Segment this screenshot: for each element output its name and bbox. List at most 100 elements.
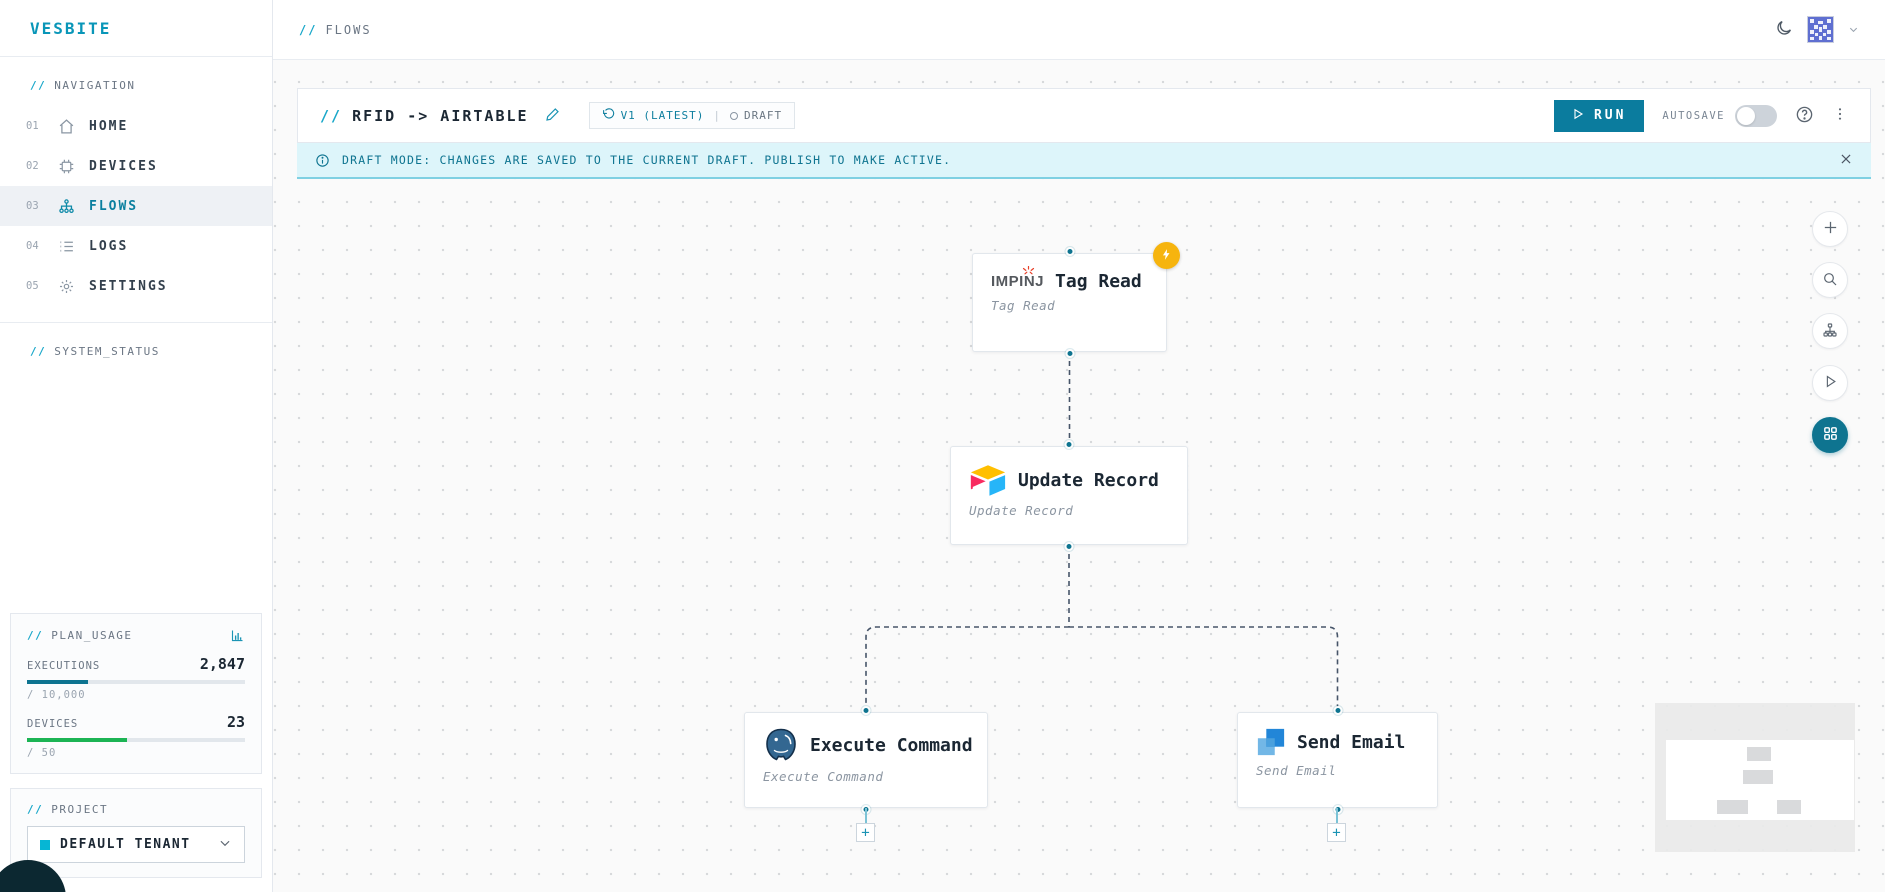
slash-decoration: // [27, 629, 44, 642]
pencil-icon [545, 106, 561, 125]
nav-index: 01 [26, 120, 39, 132]
sidebar-spacer [0, 358, 272, 613]
version-badge[interactable]: V1 (LATEST) | DRAFT [588, 102, 796, 129]
toggle-knob [1737, 106, 1755, 125]
devices-limit: / 50 [27, 747, 57, 759]
node-title: Update Record [1018, 470, 1159, 491]
executions-metric: EXECUTIONS 2,847 / 10,000 [27, 655, 245, 701]
flow-header: // RFID -> AIRTABLE V1 (LATES [297, 88, 1871, 143]
zoom-in-button[interactable] [1812, 211, 1848, 247]
bar-chart-icon[interactable] [230, 628, 245, 643]
search-icon [1822, 271, 1838, 290]
executions-value: 2,847 [199, 655, 245, 673]
sendgrid-logo [1256, 727, 1286, 757]
breadcrumb: // FLOWS [299, 23, 372, 37]
sidebar-nav: 01 HOME 02 DEVICES 03 FLOWS [0, 106, 272, 306]
question-circle-icon [1795, 105, 1814, 127]
slash-decoration: // [320, 106, 343, 125]
banner-close-button[interactable] [1839, 152, 1853, 169]
nav-label: FLOWS [89, 198, 139, 214]
plan-usage-header: // PLAN_USAGE [27, 628, 245, 643]
postgresql-logo [763, 727, 799, 763]
sidebar: VESBITE // NAVIGATION 01 HOME 02 DEVICES [0, 0, 273, 892]
banner-message: DRAFT MODE: CHANGES ARE SAVED TO THE CUR… [342, 153, 952, 167]
project-header: // PROJECT [27, 803, 245, 816]
node-subtitle: Tag Read [991, 298, 1056, 313]
nav-section-heading: // NAVIGATION [0, 79, 272, 92]
node-tag-read[interactable]: IMPINJ Tag Read Tag Read [972, 247, 1167, 358]
flow-title-text: RFID -> AIRTABLE [352, 106, 529, 125]
nav-index: 05 [26, 280, 39, 292]
rename-flow-button[interactable] [545, 106, 561, 125]
home-icon [58, 118, 75, 135]
nav-index: 04 [26, 240, 39, 252]
autosave-toggle[interactable] [1735, 104, 1777, 127]
node-output-handle[interactable] [1065, 349, 1074, 358]
more-menu-button[interactable] [1832, 106, 1848, 125]
sidebar-item-logs[interactable]: 04 LOGS [0, 226, 272, 266]
nav-label: HOME [89, 118, 129, 134]
dark-mode-toggle[interactable] [1775, 19, 1793, 40]
play-outline-icon [1823, 374, 1838, 392]
node-subtitle: Execute Command [763, 769, 884, 784]
executions-label: EXECUTIONS [27, 660, 101, 672]
plus-icon [1822, 219, 1839, 239]
avatar[interactable] [1807, 16, 1834, 43]
nav-label: SETTINGS [89, 278, 168, 294]
system-status-heading: // SYSTEM_STATUS [0, 345, 272, 358]
sidebar-divider [0, 322, 272, 323]
node-input-handle[interactable] [1333, 706, 1342, 715]
add-node-stub [865, 808, 867, 823]
breadcrumb-label: FLOWS [325, 22, 372, 37]
devices-metric: DEVICES 23 / 50 [27, 713, 245, 759]
version-info: V1 (LATEST) [602, 107, 705, 124]
flow-panel-stack: // RFID -> AIRTABLE V1 (LATES [297, 88, 1871, 179]
auto-layout-button[interactable] [1812, 313, 1848, 349]
airtable-logo [969, 464, 1007, 497]
sidebar-item-home[interactable]: 01 HOME [0, 106, 272, 146]
sidebar-item-settings[interactable]: 05 SETTINGS [0, 266, 272, 306]
node-execute-command[interactable]: Execute Command Execute Command [744, 706, 988, 814]
node-title: Send Email [1297, 731, 1406, 753]
node-output-handle[interactable] [1064, 542, 1074, 551]
node-input-handle[interactable] [1065, 247, 1074, 256]
flow-title: // RFID -> AIRTABLE [320, 107, 529, 125]
system-status-label: SYSTEM_STATUS [54, 345, 160, 358]
run-label: RUN [1593, 108, 1627, 123]
devices-label: DEVICES [27, 718, 79, 730]
flow-canvas[interactable]: // RFID -> AIRTABLE V1 (LATES [273, 60, 1885, 892]
play-icon [1572, 108, 1584, 124]
draft-status: DRAFT [730, 109, 782, 122]
minimap[interactable] [1655, 703, 1855, 852]
node-update-record[interactable]: Update Record Update Record [950, 440, 1188, 551]
nav-index: 02 [26, 160, 39, 172]
search-button[interactable] [1812, 262, 1848, 298]
draft-label: DRAFT [744, 109, 783, 122]
project-label: PROJECT [51, 803, 109, 816]
project-card: // PROJECT DEFAULT TENANT [10, 788, 262, 878]
test-run-button[interactable] [1812, 365, 1848, 401]
node-input-handle[interactable] [1064, 440, 1074, 449]
plan-usage-card: // PLAN_USAGE EXECUTIONS 2,847 / 10,000 [10, 613, 262, 774]
draft-circle-icon [730, 111, 739, 120]
app-logo[interactable]: VESBITE [30, 18, 112, 38]
sidebar-item-flows[interactable]: 03 FLOWS [0, 186, 272, 226]
node-palette-button[interactable] [1812, 417, 1848, 453]
node-send-email[interactable]: Send Email Send Email [1237, 706, 1438, 814]
help-button[interactable] [1795, 105, 1814, 127]
add-node-button[interactable]: + [856, 823, 875, 842]
tenant-swatch [40, 839, 50, 850]
slash-decoration: // [27, 803, 44, 816]
slash-decoration: // [30, 345, 47, 358]
add-node-button[interactable]: + [1327, 823, 1346, 842]
flow-header-actions: RUN AUTOSAVE [1553, 99, 1848, 132]
moon-icon [1775, 19, 1793, 40]
nav-label: DEVICES [89, 158, 158, 174]
sidebar-item-devices[interactable]: 02 DEVICES [0, 146, 272, 186]
account-menu-chevron[interactable] [1848, 20, 1859, 39]
node-subtitle: Update Record [969, 503, 1074, 518]
run-button[interactable]: RUN [1553, 99, 1645, 132]
project-selector[interactable]: DEFAULT TENANT [27, 826, 245, 863]
node-input-handle[interactable] [861, 706, 871, 715]
